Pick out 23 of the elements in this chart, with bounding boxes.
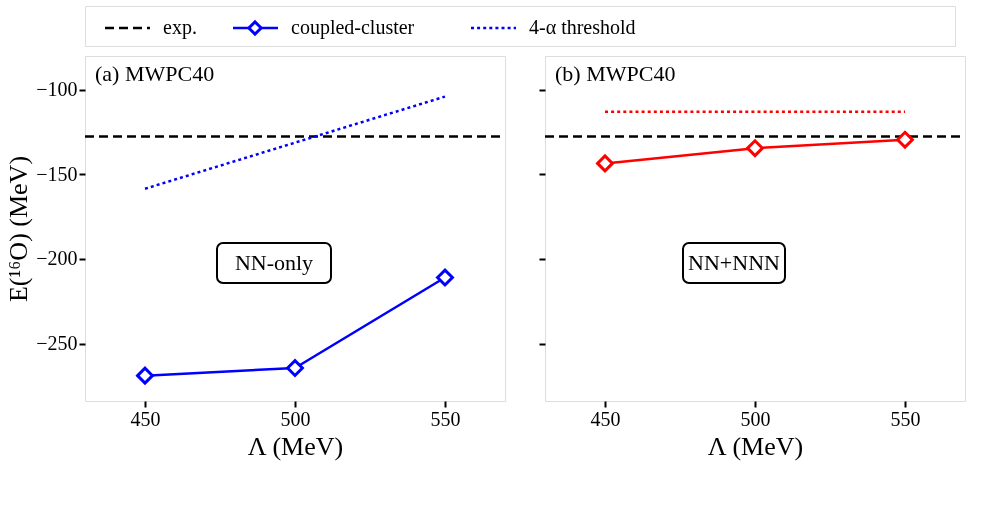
x-tick-label: 450 (590, 407, 621, 430)
y-tick-label: −200 (36, 247, 78, 270)
point (436, 268, 454, 287)
y-tick-label: −250 (36, 332, 78, 354)
y-tick-label: −150 (36, 162, 78, 185)
x-axis-title: Λ (MeV) (707, 431, 804, 461)
x-tick-label: 550 (890, 407, 921, 430)
x-axis-title: Λ (MeV) (247, 431, 344, 461)
legend-label: 4-α threshold (529, 16, 636, 38)
x-tick-label: 500 (740, 407, 771, 430)
legend-label: exp. (163, 16, 197, 39)
legend-label: coupled-cluster (291, 16, 415, 39)
annotation: NN+NNN (688, 250, 781, 275)
annotation: (a) MWPC40 (95, 61, 215, 86)
y-axis-title: E(¹⁶O) (MeV) (4, 155, 34, 303)
point (136, 366, 154, 385)
y-tick-label: −100 (36, 78, 78, 101)
annotation: NN-only (234, 250, 314, 275)
point (286, 359, 304, 377)
x-tick-label: 550 (430, 407, 461, 430)
annotation: (b) MWPC40 (555, 61, 676, 86)
x-tick-label: 500 (280, 407, 311, 430)
x-tick-label: 450 (130, 407, 161, 430)
